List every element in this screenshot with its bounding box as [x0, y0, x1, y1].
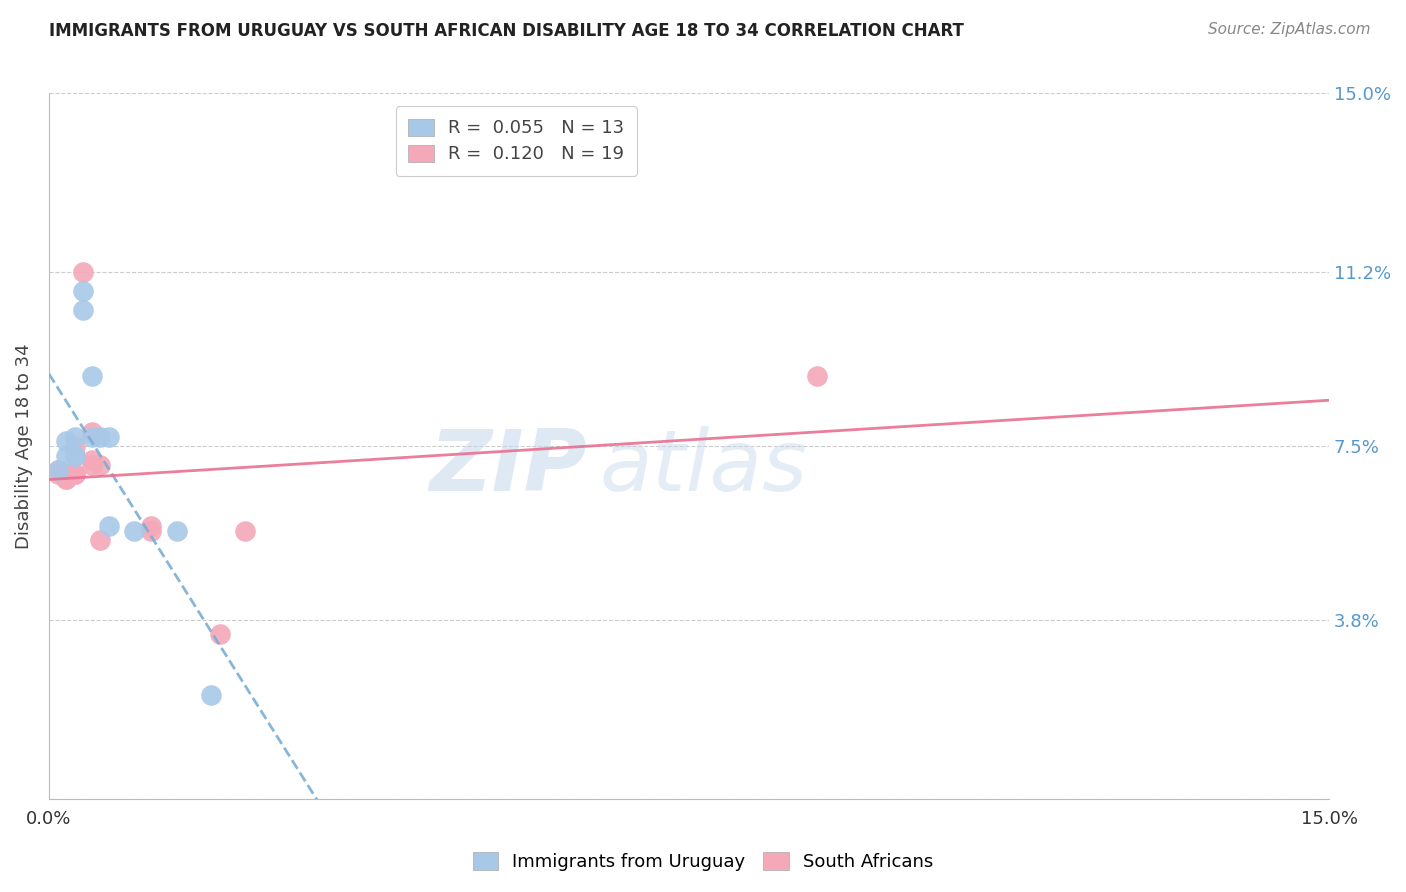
Point: [166, 524, 188, 538]
Point: [63, 449, 86, 463]
Point: [80, 453, 103, 467]
Text: IMMIGRANTS FROM URUGUAY VS SOUTH AFRICAN DISABILITY AGE 18 TO 34 CORRELATION CHA: IMMIGRANTS FROM URUGUAY VS SOUTH AFRICAN…: [49, 22, 965, 40]
Y-axis label: Disability Age 18 to 34: Disability Age 18 to 34: [15, 343, 32, 549]
Point: [89, 430, 111, 444]
Point: [55, 472, 77, 486]
Point: [63, 430, 86, 444]
Point: [80, 430, 103, 444]
Point: [46, 462, 69, 476]
Point: [806, 368, 828, 383]
Point: [55, 467, 77, 482]
Point: [72, 284, 94, 298]
Point: [89, 458, 111, 472]
Text: ZIP: ZIP: [429, 425, 586, 508]
Point: [63, 467, 86, 482]
Point: [124, 524, 146, 538]
Legend: R =  0.055   N = 13, R =  0.120   N = 19: R = 0.055 N = 13, R = 0.120 N = 19: [395, 106, 637, 176]
Point: [89, 533, 111, 548]
Point: [141, 524, 163, 538]
Point: [233, 524, 256, 538]
Point: [63, 467, 86, 482]
Point: [46, 462, 69, 476]
Point: [72, 302, 94, 317]
Point: [46, 467, 69, 482]
Point: [80, 425, 103, 439]
Point: [200, 689, 222, 703]
Point: [97, 430, 120, 444]
Point: [55, 472, 77, 486]
Point: [63, 449, 86, 463]
Text: atlas: atlas: [599, 425, 807, 508]
Point: [208, 627, 231, 641]
Point: [63, 439, 86, 453]
Legend: Immigrants from Uruguay, South Africans: Immigrants from Uruguay, South Africans: [465, 846, 941, 879]
Point: [80, 458, 103, 472]
Text: Source: ZipAtlas.com: Source: ZipAtlas.com: [1208, 22, 1371, 37]
Point: [72, 265, 94, 279]
Point: [55, 434, 77, 449]
Point: [97, 519, 120, 533]
Point: [141, 519, 163, 533]
Point: [80, 368, 103, 383]
Point: [55, 449, 77, 463]
